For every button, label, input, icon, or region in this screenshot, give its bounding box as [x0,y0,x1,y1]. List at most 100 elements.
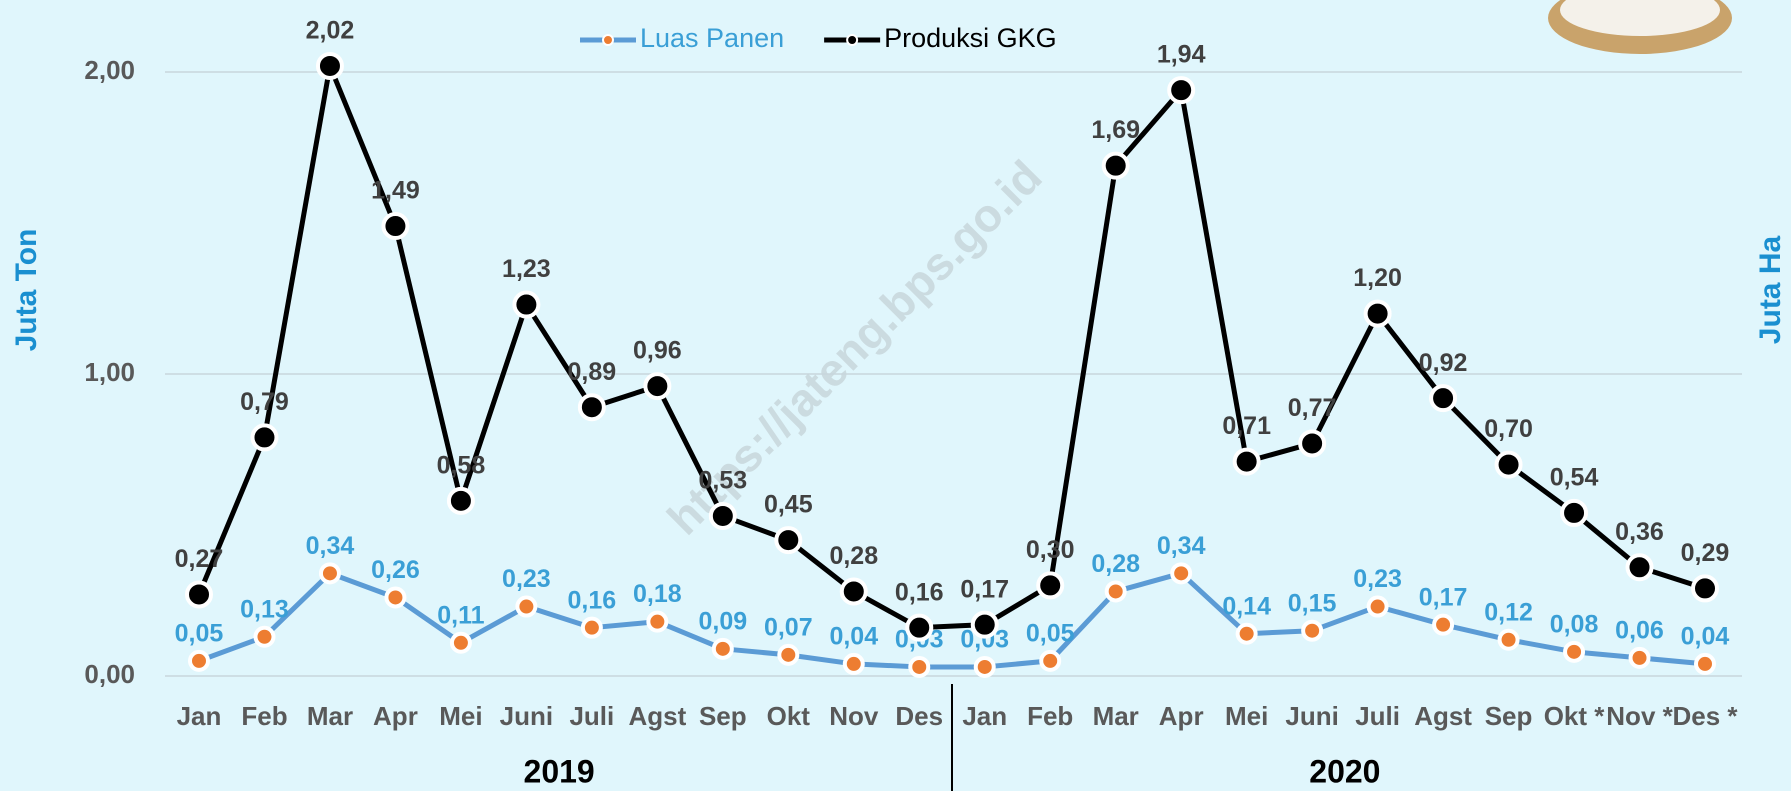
data-label: 0,28 [829,542,878,570]
x-tick-label: Agst [1414,701,1472,731]
data-label: 0,54 [1550,464,1599,492]
data-label: 0,96 [633,337,682,365]
data-label: 1,69 [1091,116,1140,144]
x-tick-label: Juni [1285,701,1338,731]
data-label: 0,08 [1550,610,1599,638]
x-tick-label: Okt * [1544,701,1606,731]
y-tick-label: 2,00 [84,55,135,85]
x-tick-label: Des [895,701,943,731]
series-line [196,63,1706,631]
data-label: 0,18 [633,580,682,608]
x-tick-label: Feb [1027,701,1073,731]
point-marker [318,562,341,585]
data-label: 0,29 [1681,539,1730,567]
data-label: 0,14 [1222,592,1271,620]
x-tick-label: Jan [962,701,1007,731]
point-marker [1039,649,1062,672]
data-label: 0,30 [1026,536,1075,564]
point-marker [512,290,541,319]
y-tick-label: 1,00 [84,357,135,387]
point-marker [839,577,868,606]
data-label: 0,26 [371,556,420,584]
x-tick-label: Nov * [1606,701,1673,731]
data-label: 0,89 [568,358,617,386]
legend-label: Luas Panen [640,23,784,53]
point-marker [711,637,734,660]
point-marker [1429,384,1458,413]
point-marker [384,586,407,609]
point-marker [515,595,538,618]
y-axis-label: Juta Ton [10,229,43,352]
data-label: 1,94 [1157,41,1206,69]
legend-swatch-marker [846,34,859,46]
point-marker [1694,652,1716,675]
point-marker [185,580,213,609]
data-label: 0,04 [1681,623,1730,651]
point-marker [646,610,669,633]
x-tick-label: Sep [699,701,747,731]
data-label: 0,05 [175,620,224,648]
point-marker [1363,299,1392,328]
point-marker [1494,450,1523,479]
x-tick-label: Mei [439,701,482,731]
data-label: 0,12 [1484,598,1533,626]
data-label: 0,79 [240,388,289,416]
point-marker [1691,574,1719,603]
x-tick-label: Agst [628,701,686,731]
point-marker [774,526,803,555]
data-label: 0,15 [1288,589,1337,617]
series-line [198,570,1706,670]
data-label: 2,02 [306,17,355,45]
point-marker [1101,151,1130,180]
point-marker [1232,447,1261,476]
legend-label: Produksi GKG [884,23,1057,53]
data-label: 0,07 [764,613,813,641]
data-label: 0,53 [698,467,747,495]
x-tick-label: Nov [829,701,879,731]
data-label: 0,77 [1288,394,1337,422]
point-marker [708,501,737,530]
point-marker [777,643,800,666]
y2-axis-label: Juta Ha [1754,236,1787,345]
x-tick-label: Mar [1093,701,1139,731]
point-marker [1301,619,1324,642]
point-marker [580,616,603,639]
point-marker [905,613,934,642]
data-label: 0,34 [306,532,355,560]
data-label: 1,49 [371,177,420,205]
data-label: 0,17 [960,575,1009,603]
x-tick-label: Feb [241,701,287,731]
data-label: 0,05 [1026,620,1075,648]
x-tick-label: Jan [177,701,222,731]
x-tick-label: Juli [569,701,614,731]
data-label: 1,20 [1353,264,1402,292]
point-marker [381,212,410,241]
data-label: 0,04 [829,623,878,651]
data-label: 0,11 [437,601,484,629]
legend-swatch-marker [602,34,614,46]
x-tick-label: Juli [1355,701,1400,731]
point-marker [446,486,475,515]
point-marker [315,51,344,80]
point-marker [1167,76,1196,105]
data-label: 1,23 [502,255,551,283]
year-label: 2020 [1309,753,1380,789]
point-marker [1036,571,1065,600]
data-label: 0,09 [698,607,747,635]
data-label: 0,27 [175,545,224,573]
data-label: 0,23 [1353,565,1402,593]
data-label: 0,70 [1484,415,1533,443]
point-marker [1560,498,1589,527]
point-marker [449,631,472,654]
point-marker [1366,595,1389,618]
data-label: 0,71 [1222,412,1271,440]
rice-image [1560,0,1720,36]
data-label: 0,17 [1419,583,1468,611]
data-label: 0,16 [895,578,944,606]
data-label: 0,23 [502,565,551,593]
point-marker [1235,622,1258,645]
point-marker [908,655,931,678]
point-marker [188,649,210,672]
year-label: 2019 [524,753,595,789]
